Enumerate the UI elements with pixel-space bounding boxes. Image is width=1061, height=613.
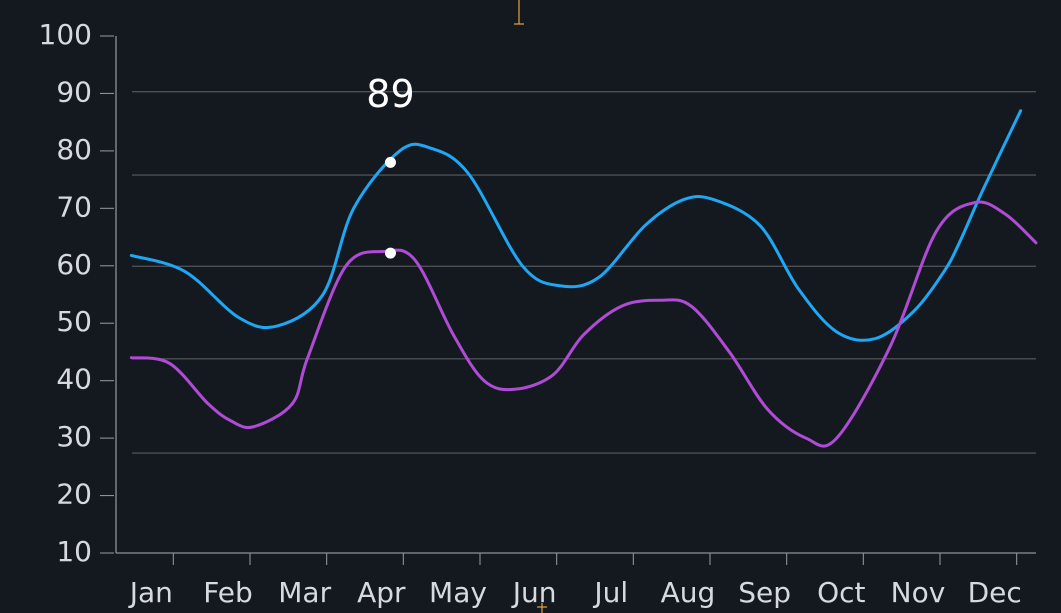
y-tick-label-60: 60 bbox=[56, 248, 92, 281]
highlight-point-1 bbox=[384, 247, 396, 259]
y-tick-label-90: 90 bbox=[56, 75, 92, 108]
data-label-0: 89 bbox=[366, 72, 414, 116]
x-tick-label-jul: Jul bbox=[592, 576, 628, 609]
y-tick-label-50: 50 bbox=[56, 305, 92, 338]
x-tick-label-aug: Aug bbox=[661, 576, 716, 609]
x-tick-label-nov: Nov bbox=[891, 576, 946, 609]
x-tick-label-feb: Feb bbox=[203, 576, 253, 609]
point-layer bbox=[384, 156, 396, 259]
x-tick-label-mar: Mar bbox=[278, 576, 331, 609]
x-tick-label-may: May bbox=[429, 576, 487, 609]
x-tick-label-jun: Jun bbox=[511, 576, 557, 609]
series-line-1 bbox=[129, 200, 1038, 448]
y-tick-label-30: 30 bbox=[56, 420, 92, 453]
x-tick-label-jan: Jan bbox=[128, 576, 173, 609]
x-tick-label-dec: Dec bbox=[968, 576, 1022, 609]
axis-layer: 10 20 30 40 50 60 70 80 90 100 Jan Feb Mar Apr May Jun J… bbox=[39, 18, 1036, 609]
y-tick-label-100: 100 bbox=[39, 18, 92, 51]
y-tick-label-80: 80 bbox=[56, 133, 92, 166]
y-tick-label-20: 20 bbox=[56, 478, 92, 511]
y-tick-label-40: 40 bbox=[56, 363, 92, 396]
x-tick-label-oct: Oct bbox=[817, 576, 865, 609]
grid-layer bbox=[132, 91, 1036, 454]
y-tick-label-10: 10 bbox=[56, 535, 92, 568]
x-tick-label-apr: Apr bbox=[357, 576, 406, 609]
y-tick-label-70: 70 bbox=[56, 190, 92, 223]
series-line-0 bbox=[129, 109, 1023, 342]
x-tick-label-sep: Sep bbox=[738, 576, 791, 609]
highlight-point-0 bbox=[384, 156, 396, 168]
label-layer: 89 bbox=[366, 72, 414, 116]
decor-layer bbox=[514, 0, 547, 613]
series-layer bbox=[129, 109, 1038, 448]
